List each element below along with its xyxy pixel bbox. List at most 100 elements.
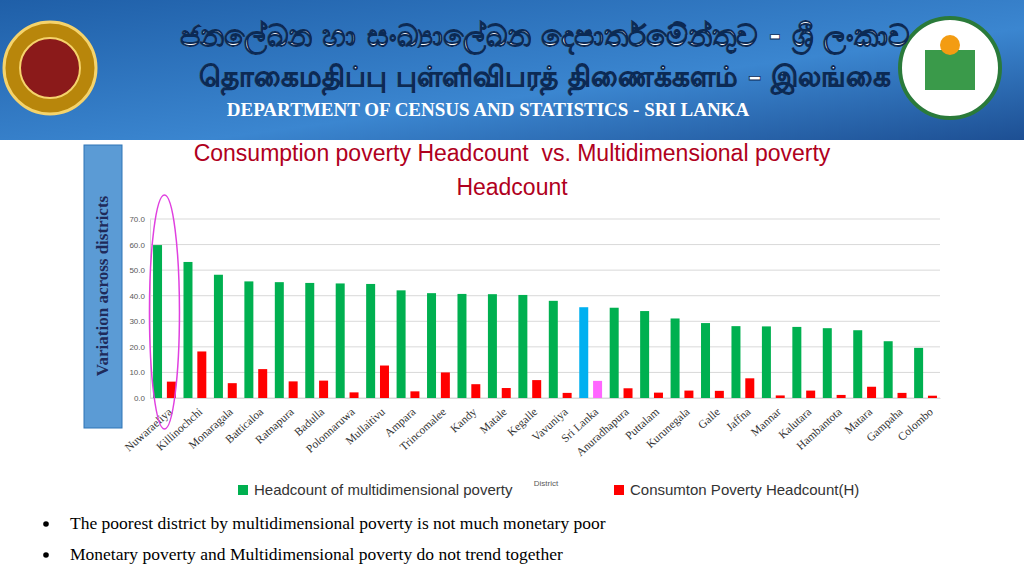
header-band (0, 0, 1024, 140)
x-tick-label: Colombo (895, 405, 935, 443)
bar (624, 388, 633, 398)
bar (319, 381, 328, 398)
y-tick-label: 10.0 (129, 368, 145, 377)
bar (549, 301, 558, 398)
bullet (43, 521, 49, 527)
bar (471, 384, 480, 398)
bar (823, 328, 832, 398)
legend-item: Consumton Poverty Headcount(H) (614, 481, 859, 498)
bar (837, 395, 846, 398)
notes: The poorest district by multidimensional… (43, 513, 606, 564)
bar (884, 341, 893, 398)
bar (563, 393, 572, 398)
bullet (43, 552, 49, 558)
y-tick: 50.0 (129, 266, 150, 275)
bar (715, 391, 724, 398)
bar (366, 284, 375, 398)
x-tick: Jaffna (724, 398, 753, 433)
grid-line (150, 295, 940, 296)
bar (488, 294, 497, 398)
bar-series (167, 351, 937, 398)
bar (792, 327, 801, 398)
x-tick-label: Ratnapura (253, 405, 297, 446)
bar (914, 348, 923, 398)
header-tamil: தொகைமதிப்பு புள்ளிவிபரத் திணைக்களம் – இல… (199, 60, 892, 96)
grid-line (150, 398, 940, 399)
bar (532, 380, 541, 398)
x-tick-label: Polonnaruwa (304, 405, 357, 455)
legend-item: Headcount of multidimensional poverty (238, 481, 513, 498)
bar (806, 391, 815, 398)
x-tick: Colombo (895, 398, 935, 443)
bar (214, 275, 223, 398)
bar (671, 318, 680, 398)
y-tick-label: 50.0 (129, 266, 145, 275)
bar (762, 326, 771, 398)
x-tick: Trincomalee (397, 398, 448, 453)
bar (153, 245, 162, 398)
y-tick-label: 40.0 (129, 292, 145, 301)
y-tick: 10.0 (129, 368, 150, 377)
bar (776, 395, 785, 398)
bar (183, 262, 192, 398)
bar (350, 392, 359, 398)
bar (731, 326, 740, 398)
x-tick: Galle (696, 398, 723, 431)
bar (518, 295, 527, 398)
x-tick-label: Matale (477, 405, 509, 435)
y-tick: 0.0 (134, 394, 150, 403)
bar (258, 369, 267, 398)
note: Monetary poverty and Multidimensional po… (70, 544, 563, 564)
legend-label: Consumton Poverty Headcount(H) (630, 481, 859, 498)
bar (441, 372, 450, 398)
legend: Headcount of multidimensional poverty Con… (238, 481, 859, 498)
bar (380, 366, 389, 398)
y-tick: 60.0 (129, 241, 150, 250)
legend-label: Headcount of multidimensional poverty (254, 481, 513, 498)
legend-swatch (614, 485, 624, 495)
bars (153, 245, 937, 398)
bar (853, 330, 862, 398)
x-axis-line (151, 398, 941, 399)
grid-line (150, 346, 940, 347)
bar (427, 293, 436, 398)
chart-title: Consumption poverty Headcount vs. Multid… (194, 140, 831, 200)
y-tick: 70.0 (129, 215, 150, 224)
grid-line (150, 244, 940, 245)
x-axis: NuwaraeliyaKillinochchiMonaragalaBattica… (122, 398, 940, 459)
x-tick-label: Monaragala (186, 405, 236, 451)
bar (610, 308, 619, 398)
y-tick-label: 70.0 (129, 215, 145, 224)
legend-swatch (238, 485, 248, 495)
bar (502, 388, 511, 398)
header-english: DEPARTMENT OF CENSUS AND STATISTICS - SR… (227, 99, 750, 120)
bar (197, 351, 206, 398)
y-tick: 40.0 (129, 292, 150, 301)
bar (867, 387, 876, 398)
bar (244, 281, 253, 398)
x-tick-label: Galle (696, 405, 723, 431)
bar (275, 282, 284, 398)
x-tick-label: Trincomalee (397, 405, 448, 453)
bar (336, 283, 345, 398)
highlight-ellipse (149, 195, 179, 429)
y-tick-label: 0.0 (134, 394, 146, 403)
x-axis-title: District (534, 479, 559, 488)
bar (654, 393, 663, 398)
y-tick-label: 60.0 (129, 241, 145, 250)
bar (228, 383, 237, 398)
note: The poorest district by multidimensional… (70, 513, 606, 533)
bar (593, 381, 602, 398)
grid-line (150, 321, 940, 322)
grid-line (150, 219, 940, 220)
y-tick-label: 30.0 (129, 317, 145, 326)
x-tick: Mullaitivu (343, 398, 387, 447)
x-tick: Kandy (448, 398, 480, 436)
bar (928, 396, 937, 398)
y-tick-label: 20.0 (129, 343, 145, 352)
bar-series (153, 245, 923, 398)
bar (289, 381, 298, 398)
bar (457, 294, 466, 398)
bar (410, 391, 419, 398)
bar (701, 323, 710, 398)
